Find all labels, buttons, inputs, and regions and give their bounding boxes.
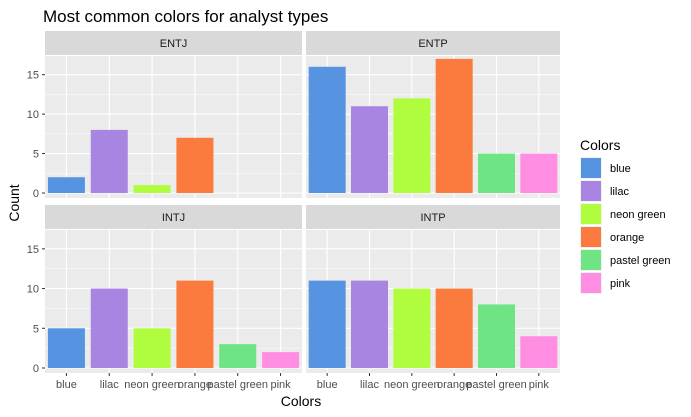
facet-label-entp: ENTP: [418, 38, 447, 50]
x-tick-label: blue: [317, 379, 338, 391]
bar-intp-lilac: [351, 280, 388, 368]
bar-entp-neon-green: [393, 98, 431, 193]
facet-strip-entj: [45, 31, 302, 55]
legend-label-orange: orange: [610, 232, 644, 244]
facet-strip-intp: [306, 205, 560, 229]
x-tick-label: neon green: [384, 379, 440, 391]
x-tick-label: lilac: [100, 379, 119, 391]
bar-intj-pink: [262, 352, 300, 368]
y-tick-label: 0: [33, 363, 39, 375]
legend-label-pink: pink: [610, 278, 631, 290]
bar-entp-blue: [308, 66, 346, 193]
x-tick-label: pink: [270, 379, 291, 391]
y-tick-label: 15: [27, 70, 39, 82]
x-tick-label: pastel green: [207, 379, 268, 391]
x-tick-label: lilac: [360, 379, 379, 391]
y-tick-label: 0: [33, 188, 39, 200]
legend-title: Colors: [580, 137, 620, 153]
facet-panels: ENTJ 0 5 10 15 ENTP INTJ 0 5 10 15 blue lilac neon gr…: [27, 31, 560, 391]
legend-swatch-pink: [581, 273, 601, 293]
bar-entj-neon-green: [133, 185, 171, 193]
facet-label-entj: ENTJ: [160, 38, 188, 50]
bar-entj-lilac: [90, 129, 128, 193]
legend-swatch-orange: [581, 227, 601, 247]
legend-label-blue: blue: [610, 163, 631, 175]
bar-intj-orange: [176, 280, 214, 368]
facet-label-intj: INTJ: [162, 212, 185, 224]
legend-label-lilac: lilac: [610, 186, 629, 198]
bar-intp-orange: [435, 288, 473, 368]
panel-background-entp: [306, 56, 560, 198]
y-tick-label: 5: [33, 323, 39, 335]
legend-swatch-pastel-green: [581, 250, 601, 270]
x-tick-label: pastel green: [466, 379, 527, 391]
bar-intp-pink: [520, 336, 558, 368]
bar-entp-pink: [520, 153, 558, 193]
y-axis-title: Count: [6, 184, 22, 221]
bar-entp-lilac: [351, 106, 388, 193]
facet-strip-intj: [45, 205, 302, 229]
x-tick-label: blue: [56, 379, 77, 391]
legend-label-pastel-green: pastel green: [610, 255, 671, 267]
panel-background-intp: [306, 230, 560, 373]
legend-swatch-neon-green: [581, 204, 601, 224]
bar-entp-pastel-green: [478, 153, 515, 193]
legend-label-neon-green: neon green: [610, 209, 666, 221]
x-tick-label: orange: [178, 379, 212, 391]
x-tick-label: pink: [529, 379, 550, 391]
x-tick-label: orange: [437, 379, 471, 391]
y-tick-label: 10: [27, 284, 39, 296]
bar-intp-neon-green: [393, 288, 431, 368]
facet-strip-entp: [306, 31, 560, 55]
bar-entj-orange: [176, 137, 214, 193]
panel-background-entj: [45, 56, 302, 198]
bar-intp-pastel-green: [478, 304, 515, 368]
x-axis-title: Colors: [281, 393, 321, 409]
bar-intp-blue: [308, 280, 346, 368]
bar-entp-orange: [435, 58, 473, 194]
bar-intj-lilac: [90, 288, 128, 368]
y-tick-label: 5: [33, 149, 39, 161]
y-tick-label: 10: [27, 109, 39, 121]
y-tick-label: 15: [27, 244, 39, 256]
panel-background-intj: [45, 230, 302, 373]
bar-intj-pastel-green: [219, 344, 257, 368]
legend: Colors blue lilac neon green orange pastel g…: [580, 137, 671, 294]
legend-swatch-lilac: [581, 181, 601, 201]
bar-intj-blue: [47, 328, 85, 368]
bar-entj-blue: [47, 177, 85, 193]
facet-label-intp: INTP: [420, 212, 445, 224]
x-tick-label: neon green: [124, 379, 180, 391]
bar-intj-neon-green: [133, 328, 171, 368]
chart-title: Most common colors for analyst types: [43, 7, 328, 26]
legend-swatch-blue: [581, 158, 601, 178]
